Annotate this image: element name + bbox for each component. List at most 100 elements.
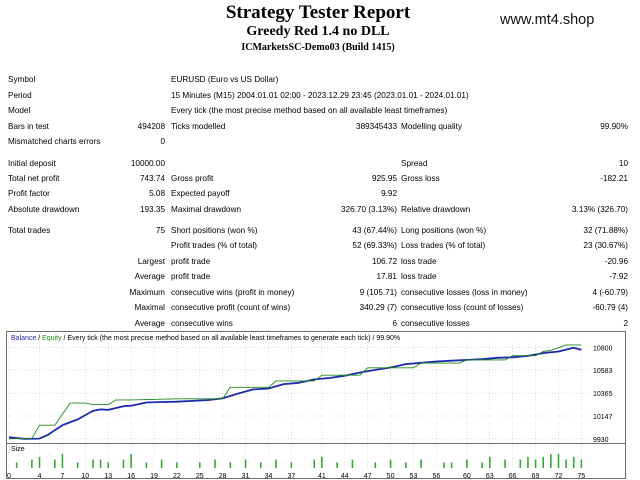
x-tick-label: 41 [318,473,326,480]
x-tick-label: 13 [104,473,112,480]
largest-profit-label: profit trade [171,257,211,266]
loss-trades-value: 23 (30.67%) [583,241,628,250]
mismatch-label: Mismatched charts errors [8,137,101,146]
balance-chart-svg: 9930 10147 10365 10583 10800 [8,342,613,444]
x-tick-label: 63 [486,473,494,480]
size-chart-svg: 0 4 7 10 13 16 19 22 25 28 31 34 37 41 44 47 50 53 56 60 63 6… [7,446,585,480]
largest-label: Largest [137,257,165,266]
avg-consecutive-losses-label: consecutive losses [401,319,470,328]
x-tick-label: 25 [196,473,204,480]
relative-drawdown-label: Relative drawdown [401,205,471,214]
y-tick-label: 10365 [593,391,613,398]
profit-factor-value: 5.08 [149,189,165,198]
x-tick-label: 69 [532,473,540,480]
consecutive-wins-label: consecutive wins (profit in money) [171,288,295,297]
symbol-value: EURUSD (Euro vs US Dollar) [171,75,279,84]
bars-value: 494208 [137,122,165,131]
x-tick-label: 37 [287,473,295,480]
mismatch-value: 0 [160,137,165,146]
total-trades-value: 75 [155,226,165,235]
profit-trades-value: 52 (69.33%) [352,241,397,250]
deposit-label: Initial deposit [8,159,56,168]
long-positions-value: 32 (71.88%) [583,226,628,235]
x-tick-label: 72 [555,473,563,480]
x-tick-label: 60 [463,473,471,480]
long-positions-label: Long positions (won %) [401,226,487,235]
x-tick-label: 10 [81,473,89,480]
largest-loss-label: loss trade [401,257,437,266]
average-consecutive-label: Average [134,319,165,328]
total-trades-label: Total trades [8,226,51,235]
legend-description: / Every tick (the most precise method ba… [61,335,401,342]
ticks-label: Ticks modelled [171,122,226,131]
average-profit-label: profit trade [171,272,211,281]
x-tick-label: 44 [341,473,349,480]
size-label: Size [11,446,25,453]
largest-profit-value: 106.72 [371,257,397,266]
x-tick-label: 75 [577,473,585,480]
average-profit-value: 17.81 [376,272,398,281]
avg-consecutive-wins-label: consecutive wins [171,319,233,328]
x-tick-label: 22 [173,473,181,480]
y-tick-label: 10583 [593,368,613,375]
period-label: Period [8,91,32,100]
absolute-drawdown-label: Absolute drawdown [8,205,80,214]
y-tick-label: 9930 [593,437,609,444]
average-label: Average [134,272,165,281]
largest-loss-value: -20.96 [604,257,628,266]
x-tick-label: 50 [387,473,395,480]
net-profit-value: 743.74 [139,174,165,183]
maximal-label: Maximal [134,303,165,312]
period-value: 15 Minutes (M15) 2004.01.01 02:00 - 2023… [171,91,469,100]
spread-value: 10 [618,159,628,168]
y-tick-label: 10800 [593,345,613,352]
legend-separator: / [36,335,43,342]
expert-name: Greedy Red 1.4 no DLL [246,24,390,39]
x-tick-label: 0 [7,473,11,480]
maximum-label: Maximum [129,288,165,297]
profit-factor-label: Profit factor [8,189,50,198]
model-label: Model [8,106,31,115]
size-panel: Size 0 4 7 10 13 16 19 22 25 28 31 34 37 41 44 47 50 53 56… [6,443,626,480]
x-tick-label: 16 [127,473,135,480]
x-tick-label: 31 [242,473,250,480]
consecutive-loss-label: consecutive loss (count of losses) [401,303,524,312]
maximal-drawdown-label: Maximal drawdown [171,205,242,214]
x-tick-label: 34 [265,473,273,480]
consecutive-losses-label: consecutive losses (loss in money) [401,288,528,297]
equity-line [8,344,582,440]
gross-profit-value: 925.95 [371,174,397,183]
x-tick-label: 53 [410,473,418,480]
model-value: Every tick (the most precise method base… [171,106,448,115]
average-loss-value: -7.92 [609,272,628,281]
legend-equity: Equity [42,335,62,342]
gross-loss-label: Gross loss [401,174,440,183]
x-tick-label: 19 [150,473,158,480]
x-tick-label: 28 [219,473,227,480]
gross-profit-label: Gross profit [171,174,214,183]
chart-legend: Balance / Equity / Every tick (the most … [11,335,400,342]
consecutive-profit-value: 340.29 (7) [359,303,397,312]
balance-chart: 9930 10147 10365 10583 10800 Balance / Equit… [6,331,626,456]
x-tick-label: 4 [38,473,42,480]
short-positions-label: Short positions (won %) [171,226,258,235]
report-header: Strategy Tester Report Greedy Red 1.4 no… [0,0,640,60]
loss-trades-label: Loss trades (% of total) [401,241,486,250]
avg-consecutive-wins-value: 6 [392,319,397,328]
legend-balance: Balance [11,335,37,342]
site-watermark: www.mt4.shop [500,12,595,28]
x-tick-label: 66 [509,473,517,480]
consecutive-profit-label: consecutive profit (count of wins) [171,303,291,312]
short-positions-value: 43 (67.44%) [352,226,397,235]
relative-drawdown-value: 3.13% (326.70) [572,205,628,214]
avg-consecutive-losses-value: 2 [623,319,628,328]
quality-label: Modelling quality [401,122,462,131]
gross-loss-value: -182.21 [600,174,628,183]
absolute-drawdown-value: 193.35 [139,205,165,214]
x-tick-label: 47 [364,473,372,480]
consecutive-wins-value: 9 (105.71) [359,288,397,297]
net-profit-label: Total net profit [8,174,60,183]
maximal-drawdown-value: 326.70 (3.13%) [341,205,397,214]
server-build: ICMarketsSC-Demo03 (Build 1415) [241,42,395,53]
spread-label: Spread [401,159,428,168]
